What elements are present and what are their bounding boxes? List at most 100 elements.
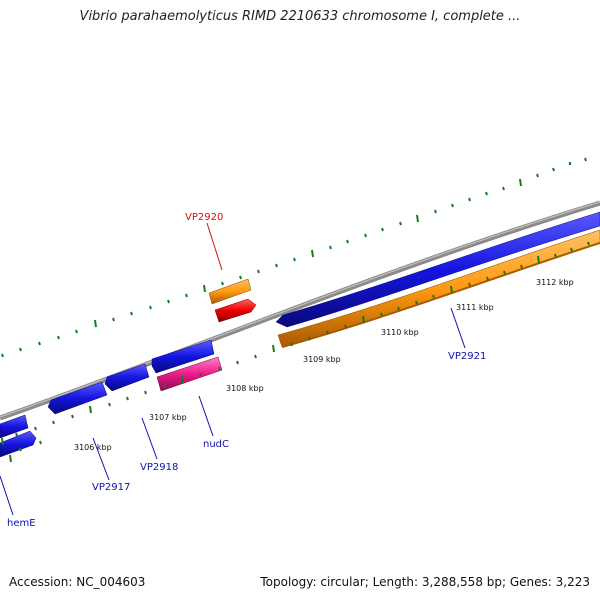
tick-mark: [144, 390, 147, 395]
tick-mark: [380, 312, 383, 317]
tick-mark: [272, 344, 275, 353]
gene-feature-vp2920[interactable]: [208, 278, 252, 305]
tick-mark: [415, 300, 418, 305]
gene-feature-nudc[interactable]: [156, 356, 223, 392]
tick-mark: [293, 257, 296, 262]
tick-mark: [149, 305, 152, 310]
gene-label-vp2918[interactable]: VP2918: [140, 417, 178, 473]
tick-mark: [537, 255, 540, 264]
kbp-tick-labels: 3106 kbp 3107 kbp 3108 kbp 3109 kbp 3110…: [74, 278, 574, 452]
tick-mark: [364, 233, 367, 238]
tick-mark: [108, 402, 111, 407]
tick-mark: [536, 173, 539, 178]
gene-label-hemE[interactable]: hemE: [0, 475, 36, 529]
tick-mark: [19, 347, 22, 352]
tick-mark: [38, 341, 41, 346]
tick-mark: [554, 253, 557, 258]
tick-label-3108: 3108 kbp: [226, 384, 264, 393]
tick-mark: [9, 454, 12, 463]
tick-mark: [167, 299, 170, 304]
tick-mark: [163, 384, 166, 389]
tick-label-3109: 3109 kbp: [303, 355, 341, 364]
lower-tick-row: [1, 241, 590, 463]
tick-mark: [19, 447, 22, 452]
tick-mark: [434, 209, 437, 214]
tick-mark: [254, 354, 257, 359]
tick-mark: [503, 270, 506, 275]
tick-mark: [552, 167, 555, 172]
tick-mark: [57, 335, 60, 340]
tick-mark: [381, 227, 384, 232]
gene-feature-blue-b[interactable]: [104, 363, 150, 392]
gene-feature-blue-d[interactable]: [0, 414, 29, 439]
tick-mark: [94, 319, 97, 328]
tick-label-3111: 3111 kbp: [456, 303, 494, 312]
gene-label-text: hemE: [7, 518, 36, 529]
tick-mark: [486, 276, 489, 281]
tick-mark: [112, 317, 115, 322]
accession-text: Accession: NC_004603: [9, 575, 146, 589]
gene-label-vp2921[interactable]: VP2921: [448, 307, 486, 362]
tick-mark: [126, 396, 129, 401]
tick-mark: [185, 293, 188, 298]
tick-mark: [308, 336, 311, 341]
tick-mark: [203, 284, 206, 293]
sequence-title: Vibrio parahaemolyticus RIMD 2210633 chr…: [79, 9, 521, 24]
tick-mark: [329, 245, 332, 250]
gene-label-vp2920[interactable]: VP2920: [185, 212, 223, 271]
tick-mark: [275, 263, 278, 268]
tick-mark: [397, 306, 400, 311]
gene-feature-blue-large[interactable]: [275, 211, 600, 328]
tick-mark: [451, 203, 454, 208]
gene-label-nudc[interactable]: nudC: [198, 395, 229, 450]
tick-mark: [199, 372, 202, 377]
tick-mark: [450, 285, 453, 294]
tick-mark: [520, 264, 523, 269]
tick-mark: [71, 414, 74, 419]
gene-label-text: nudC: [203, 439, 229, 450]
tick-mark: [1, 437, 4, 446]
gene-label-text: VP2917: [92, 482, 130, 493]
gene-feature-blue-a[interactable]: [151, 339, 215, 374]
tick-mark: [468, 197, 471, 202]
gene-feature-red[interactable]: [214, 298, 257, 323]
tick-label-3107: 3107 kbp: [149, 413, 187, 422]
tick-mark: [34, 426, 37, 431]
genome-backbone: [0, 200, 600, 421]
tick-mark: [432, 294, 435, 299]
tick-mark: [587, 241, 590, 246]
tick-mark: [346, 239, 349, 244]
tick-mark: [468, 282, 471, 287]
tick-label-3106: 3106 kbp: [74, 443, 112, 452]
tick-label-3112: 3112 kbp: [536, 278, 574, 287]
gene-label-vp2917[interactable]: VP2917: [92, 437, 130, 493]
gene-label-text: VP2920: [185, 212, 223, 223]
tick-mark: [399, 221, 402, 226]
gene-feature-vp2921[interactable]: [277, 229, 600, 348]
tick-mark: [416, 214, 419, 223]
gene-label-text: VP2921: [448, 351, 486, 362]
tick-mark: [239, 275, 242, 280]
tick-mark: [326, 330, 329, 335]
topology-summary-text: Topology: circular; Length: 3,288,558 bp…: [260, 575, 590, 589]
tick-label-3110: 3110 kbp: [381, 328, 419, 337]
tick-mark: [236, 360, 239, 365]
gene-feature-blue-e[interactable]: [0, 430, 37, 458]
gene-feature-blue-c[interactable]: [47, 381, 108, 415]
tick-mark: [344, 324, 347, 329]
tick-mark: [15, 432, 18, 437]
tick-mark: [218, 366, 221, 371]
tick-mark: [290, 342, 293, 347]
tick-mark: [130, 311, 133, 316]
tick-mark: [39, 440, 42, 445]
tick-mark: [570, 247, 573, 252]
tick-mark: [362, 315, 365, 324]
gene-label-text: VP2918: [140, 462, 178, 473]
tick-mark: [1, 353, 4, 358]
tick-mark: [75, 329, 78, 334]
tick-mark: [181, 375, 184, 384]
tick-mark: [52, 420, 55, 425]
upper-tick-row: [1, 157, 587, 358]
